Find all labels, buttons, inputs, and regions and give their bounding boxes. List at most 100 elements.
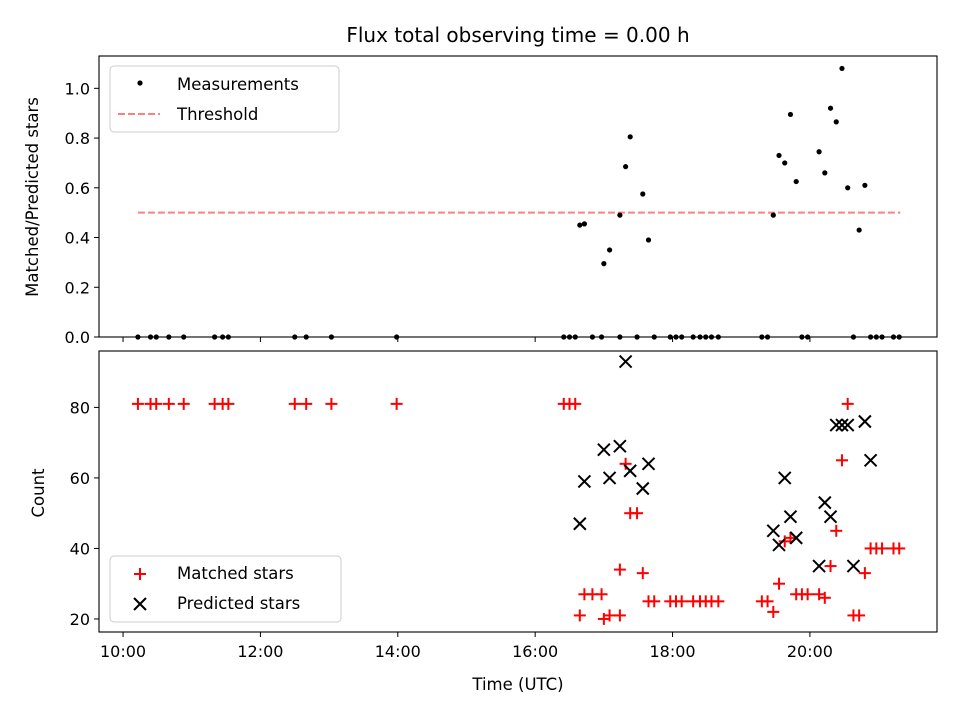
matched-star-point: [131, 397, 144, 410]
bottom-axes: Count Time (UTC) 20 40 60 80 10:00 12:00 14:00…: [29, 350, 938, 694]
measurement-point: [776, 152, 782, 159]
legend-matched-label: Matched stars: [177, 564, 294, 583]
matched-star-point: [150, 397, 163, 410]
matched-star-point: [569, 397, 582, 410]
predicted-star-point: [766, 524, 780, 538]
predicted-star-point: [835, 418, 849, 432]
predicted-star-point: [636, 481, 650, 496]
measurement-point: [617, 212, 623, 218]
matched-star-point: [631, 507, 644, 520]
measurement-point: [640, 191, 646, 197]
measurement-point: [845, 185, 851, 191]
top-y-tick-label: 0.8: [65, 129, 90, 148]
predicted-star-point: [613, 439, 627, 453]
measurement-point: [782, 160, 788, 166]
matched-star-point: [603, 609, 616, 622]
matched-star-point: [288, 397, 301, 410]
predicted-star-point: [823, 510, 838, 524]
matched-star-point: [636, 567, 649, 580]
measurement-point: [577, 222, 583, 228]
top-legend: Measurements Threshold: [109, 65, 340, 133]
predicted-star-point: [846, 559, 861, 573]
bottom-y-axis-label: Count: [29, 468, 48, 518]
bottom-y-tick-label: 20: [70, 610, 90, 629]
legend-predicted-label: Predicted stars: [177, 594, 300, 613]
predicted-star-point: [602, 471, 617, 485]
matched-star-point: [222, 397, 235, 410]
legend-measurements-label: Measurements: [177, 75, 299, 94]
x-tick-label: 10:00: [100, 642, 146, 661]
top-axes: Flux total observing time = 0.00 h Match…: [23, 23, 938, 347]
matched-star-point: [300, 397, 313, 410]
matched-star-point: [876, 542, 889, 555]
matched-star-point: [767, 605, 780, 618]
legend-measurements-marker: [137, 80, 143, 86]
measurement-point: [606, 247, 613, 253]
matched-star-point: [824, 560, 837, 573]
measurement-point: [816, 149, 822, 155]
predicted-star-point: [789, 531, 803, 545]
top-y-axis-label: Matched/Predicted stars: [23, 97, 42, 297]
predicted-star-point: [623, 464, 637, 478]
measurement-point: [827, 105, 834, 111]
measurement-point: [787, 111, 794, 118]
x-tick-label: 12:00: [237, 642, 283, 661]
measurement-point: [839, 65, 845, 72]
x-tick-label: 18:00: [649, 642, 695, 661]
predicted-star-point: [858, 414, 872, 429]
measurement-point: [822, 170, 828, 176]
bottom-y-tick-label: 60: [70, 469, 90, 488]
matched-star-point: [613, 563, 626, 576]
matched-star-point: [801, 588, 814, 601]
predicted-star-point: [597, 443, 611, 457]
top-y-tick-label: 0.4: [65, 229, 90, 248]
legend-matched-marker: [134, 568, 146, 580]
matched-star-point: [619, 457, 632, 470]
matched-star-point: [773, 577, 786, 590]
matched-star-point: [595, 588, 608, 601]
x-tick-label: 16:00: [512, 642, 558, 661]
measurement-point: [623, 164, 629, 170]
chart-title: Flux total observing time = 0.00 h: [346, 23, 689, 47]
top-y-tick-label: 0.2: [65, 278, 90, 297]
top-y-tick-label: 0.0: [65, 328, 90, 347]
matched-star-point: [390, 397, 403, 410]
measurement-point: [770, 212, 776, 218]
predicted-star-point: [840, 418, 855, 432]
predicted-star-point: [641, 457, 656, 471]
x-tick-label: 20:00: [787, 642, 833, 661]
x-tick-label: 14:00: [375, 642, 421, 661]
predicted-star-point: [783, 510, 798, 524]
matched-star-point: [162, 397, 175, 410]
bottom-y-tick-label: 40: [70, 539, 90, 558]
bottom-legend-frame: [109, 555, 342, 623]
top-y-tick-label: 1.0: [65, 79, 90, 98]
matched-star-point: [648, 595, 661, 608]
bottom-plot-frame: [98, 350, 938, 633]
measurement-point: [856, 227, 862, 233]
legend-predicted-marker: [133, 597, 147, 611]
matched-star-point: [858, 567, 871, 580]
measurement-point: [645, 237, 652, 243]
measurement-point: [793, 178, 799, 185]
bottom-y-tick-label: 80: [70, 398, 90, 417]
top-plot-frame: [98, 55, 938, 338]
matched-star-point: [177, 397, 190, 410]
matched-star-point: [853, 609, 866, 622]
predicted-star-point: [577, 474, 592, 489]
measurement-point: [601, 261, 607, 267]
matched-star-point: [830, 524, 843, 537]
predicted-star-point: [778, 471, 792, 485]
matched-star-point: [784, 531, 797, 544]
bottom-legend: Matched stars Predicted stars: [109, 555, 342, 623]
predicted-star-point: [818, 495, 832, 510]
matched-star-point: [325, 397, 338, 410]
matched-star-point: [613, 609, 626, 622]
matched-star-point: [893, 542, 906, 555]
predicted-star-point: [829, 418, 843, 432]
top-y-tick-label: 0.6: [65, 179, 90, 198]
top-legend-frame: [109, 65, 340, 133]
matched-star-point: [835, 454, 848, 467]
predicted-star-point: [772, 538, 786, 552]
